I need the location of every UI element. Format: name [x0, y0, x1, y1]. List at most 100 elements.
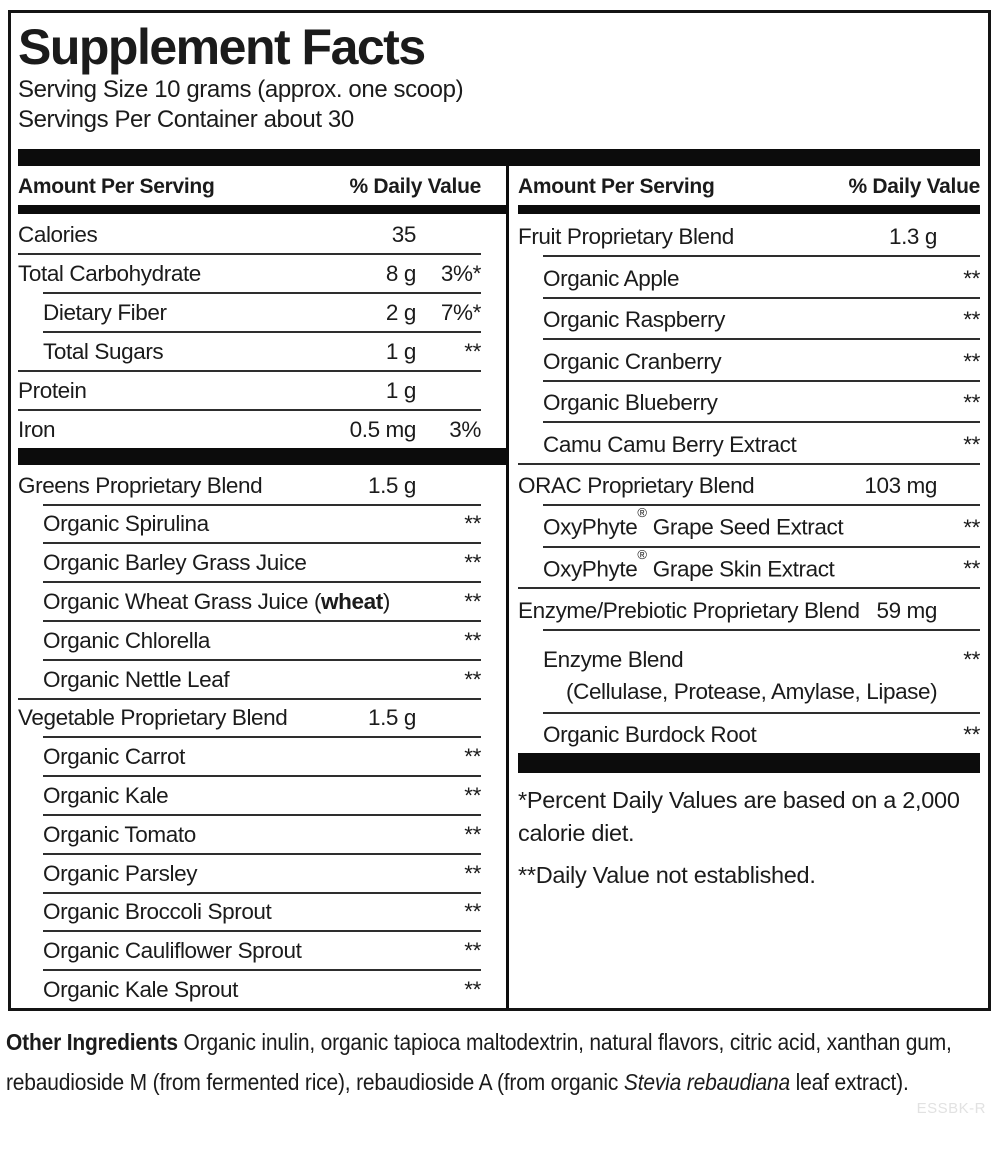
table-row: Organic Raspberry **: [543, 296, 980, 339]
table-row: Enzyme Blend ** (Cellulase, Protease, Am…: [543, 628, 980, 712]
row-dv: **: [963, 556, 980, 582]
header-divider-bar: [518, 204, 980, 214]
row-amount: 8 g: [385, 260, 416, 286]
table-row: Greens Proprietary Blend 1.5 g: [18, 465, 481, 504]
row-dv: **: [464, 550, 481, 576]
row-dv: **: [464, 783, 481, 809]
row-label: Calories: [18, 221, 98, 247]
row-amount: 1.5 g: [367, 472, 416, 498]
table-row: Organic Tomato **: [43, 814, 481, 853]
row-label: OxyPhyte® Grape Seed Extract: [543, 505, 937, 541]
servings-per-container: Servings Per Container about 30: [18, 106, 354, 133]
table-row: Organic Barley Grass Juice **: [43, 542, 481, 581]
row-dv: **: [963, 431, 980, 457]
row-dv: **: [464, 627, 481, 653]
row-label-part: Grape Skin Extract: [646, 556, 835, 582]
row-dv: **: [464, 744, 481, 770]
right-column-header: Amount Per Serving % Daily Value: [518, 166, 980, 205]
other-ingredients-lead: Other Ingredients: [6, 1029, 184, 1055]
row-label: Organic Parsley: [43, 860, 198, 886]
row-label: ORAC Proprietary Blend: [518, 473, 755, 499]
table-row: Calories 35: [18, 214, 481, 253]
table-row: Enzyme/Prebiotic Proprietary Blend 59 mg: [518, 587, 980, 629]
left-column-header: Amount Per Serving % Daily Value: [18, 166, 481, 205]
row-label-allergen: wheat: [321, 589, 383, 615]
row-amount: 2 g: [385, 299, 416, 325]
row-label-part: Grape Seed Extract: [646, 514, 844, 540]
daily-value-header: % Daily Value: [349, 174, 481, 198]
right-column: Amount Per Serving % Daily Value Fruit P…: [509, 166, 980, 1008]
row-dv: **: [464, 860, 481, 886]
table-row: Organic Kale **: [43, 775, 481, 814]
row-label: Organic Spirulina: [43, 511, 209, 537]
label-code: ESSBK-R: [916, 1100, 986, 1117]
amount-per-serving-header: Amount Per Serving: [518, 174, 715, 198]
section-divider-bar: [18, 447, 506, 465]
table-row: Camu Camu Berry Extract **: [543, 421, 980, 463]
left-column: Amount Per Serving % Daily Value Calorie…: [18, 166, 506, 1008]
table-row: Protein 1 g: [18, 369, 481, 409]
table-row: OxyPhyte® Grape Skin Extract **: [543, 545, 980, 588]
panel-title: Supplement Facts: [18, 19, 426, 75]
not-established-footnote: **Daily Value not established.: [518, 862, 816, 889]
row-amount: 0.5 mg: [349, 416, 417, 442]
row-dv: **: [963, 265, 980, 291]
table-row: Organic Wheat Grass Juice (wheat) **: [43, 581, 481, 620]
row-label: Organic Tomato: [43, 821, 196, 847]
row-dv: **: [464, 511, 481, 537]
row-label: Iron: [18, 416, 56, 442]
row-dv: **: [963, 390, 980, 416]
row-label: Organic Cauliflower Sprout: [43, 938, 302, 964]
row-label: Organic Cranberry: [543, 348, 722, 374]
footnotes: *Percent Daily Values are based on a 2,0…: [518, 773, 980, 892]
table-row: Organic Broccoli Sprout **: [43, 891, 481, 931]
table-row: Organic Chlorella **: [43, 620, 481, 659]
row-dv: **: [963, 722, 980, 748]
row-amount: 59 mg: [876, 597, 937, 623]
serving-size: Serving Size 10 grams (approx. one scoop…: [18, 76, 464, 103]
table-row: Iron 0.5 mg 3%: [18, 408, 481, 448]
row-amount: 1 g: [385, 338, 416, 364]
blend-rows: Fruit Proprietary Blend 1.3 g Organic Ap…: [518, 214, 980, 754]
row-label: Organic Raspberry: [543, 307, 726, 333]
amount-per-serving-header: Amount Per Serving: [18, 174, 215, 198]
table-row: Total Carbohydrate 8 g 3%*: [18, 252, 481, 292]
row-label: Organic Nettle Leaf: [43, 666, 230, 692]
table-row: Fruit Proprietary Blend 1.3 g: [518, 214, 980, 256]
row-label: Enzyme/Prebiotic Proprietary Blend: [518, 597, 860, 623]
row-label: Organic Blueberry: [543, 390, 718, 416]
row-dv: **: [963, 514, 980, 540]
brand-name: OxyPhyte: [543, 556, 638, 582]
row-label: Vegetable Proprietary Blend: [18, 705, 288, 731]
row-dv: **: [963, 348, 980, 374]
row-dv: **: [464, 666, 481, 692]
row-dv: **: [464, 338, 481, 364]
facts-columns: Amount Per Serving % Daily Value Calorie…: [18, 165, 980, 1008]
row-label: Organic Chlorella: [43, 627, 211, 653]
top-divider-bar: [18, 149, 980, 166]
table-row: Organic Carrot **: [43, 736, 481, 775]
table-row: Total Sugars 1 g **: [43, 330, 481, 370]
table-row: Organic Cranberry **: [543, 338, 980, 380]
row-label: Organic Barley Grass Juice: [43, 550, 307, 576]
column-divider: [506, 165, 509, 1008]
botanical-name: Stevia rebaudiana: [623, 1069, 791, 1095]
row-dv: 3%*: [440, 260, 481, 286]
row-label-part: ): [382, 589, 390, 615]
table-row: OxyPhyte® Grape Seed Extract **: [543, 504, 980, 546]
row-dv: **: [464, 821, 481, 847]
row-dv: 7%*: [440, 299, 481, 325]
registered-trademark-symbol: ®: [637, 505, 647, 521]
table-row: Dietary Fiber 2 g 7%*: [43, 291, 481, 331]
row-label: Organic Apple: [543, 265, 680, 291]
row-label: Protein: [18, 377, 87, 403]
row-label: OxyPhyte® Grape Skin Extract: [543, 547, 937, 583]
brand-name: OxyPhyte: [543, 514, 638, 540]
supplement-facts-panel: Supplement Facts Serving Size 10 grams (…: [8, 10, 991, 1011]
row-label: Greens Proprietary Blend: [18, 472, 263, 498]
row-main-line: Enzyme Blend **: [543, 631, 980, 673]
row-dv: **: [464, 899, 481, 925]
table-row: Vegetable Proprietary Blend 1.5 g: [18, 697, 481, 737]
row-label: Dietary Fiber: [43, 299, 167, 325]
row-amount: 103 mg: [864, 473, 937, 499]
